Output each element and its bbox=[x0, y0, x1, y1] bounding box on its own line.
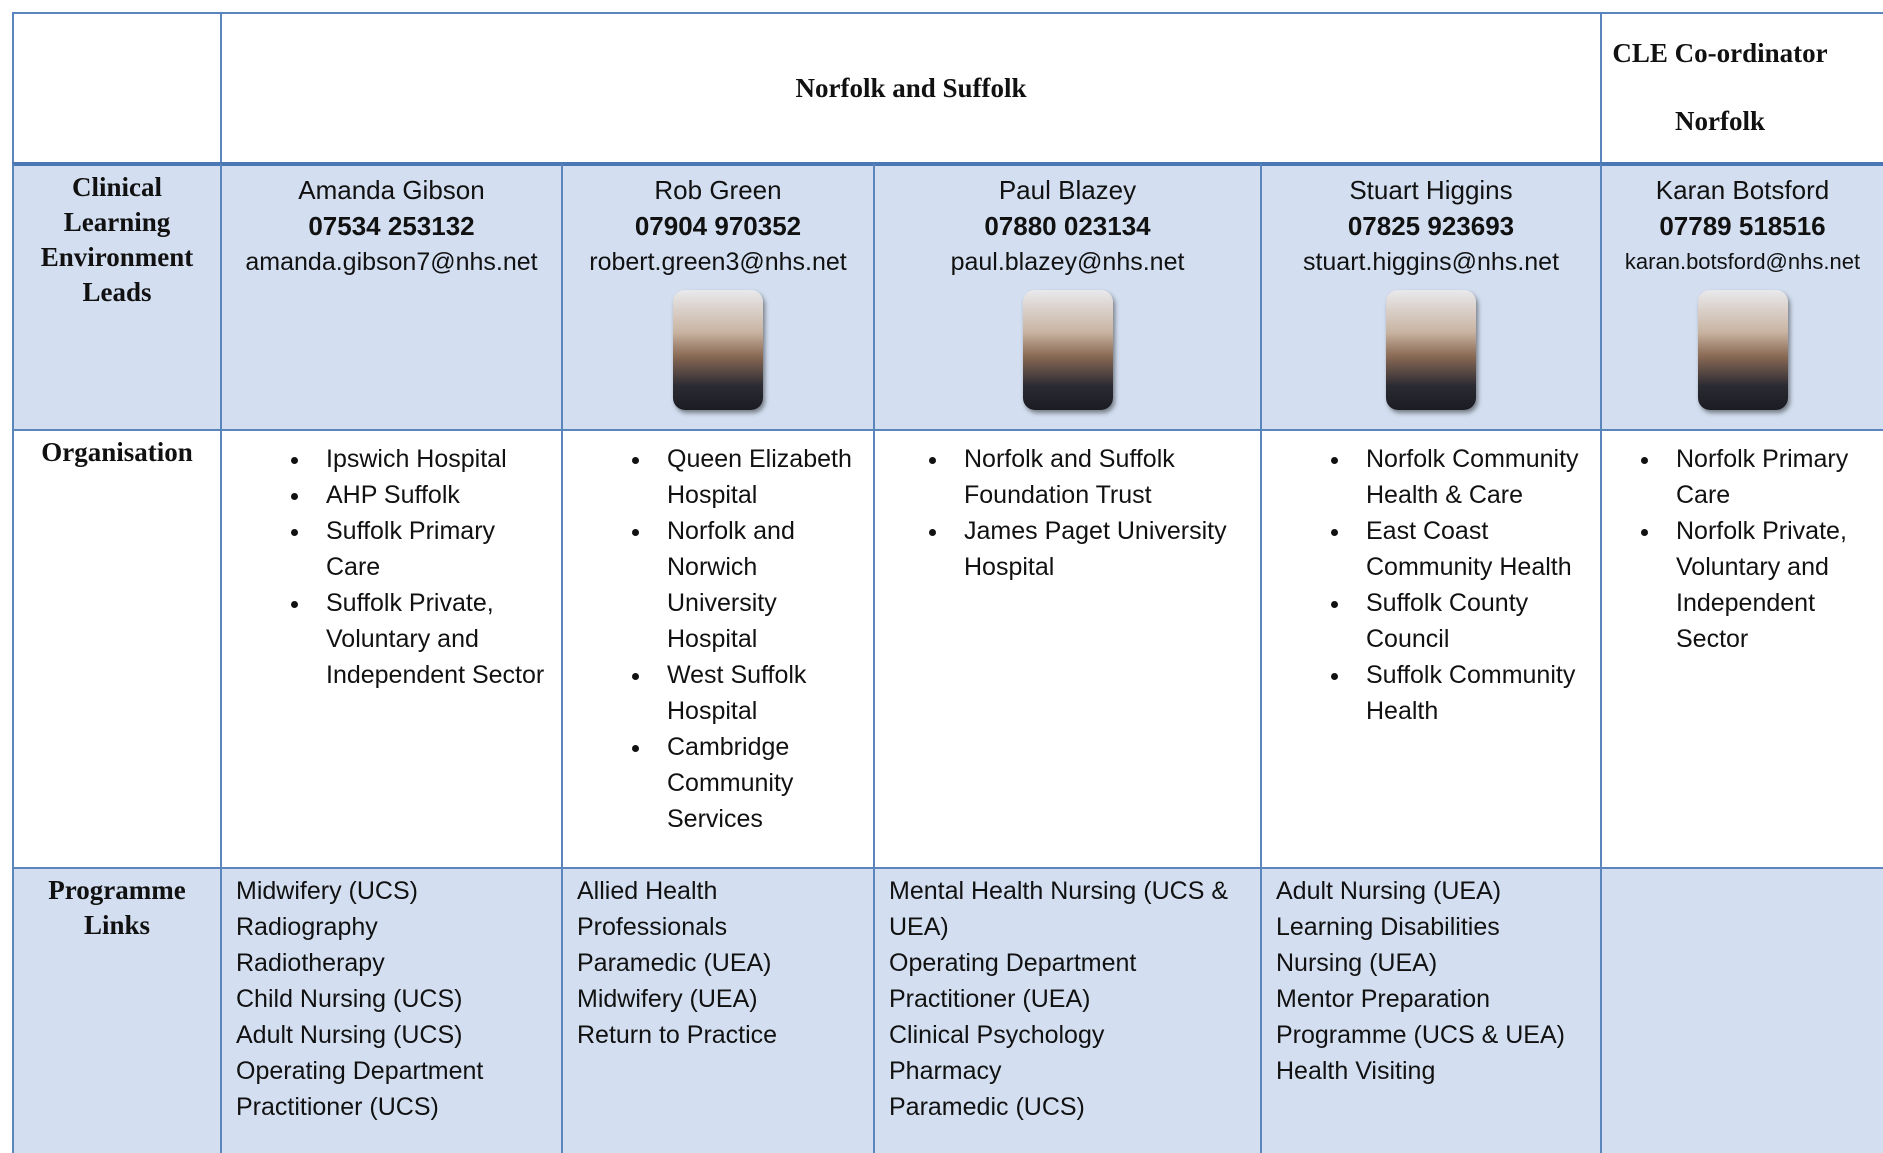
lead-name: Stuart Higgins bbox=[1349, 175, 1513, 205]
coordinator-region: Norfolk bbox=[1675, 106, 1765, 136]
organisation-item: Norfolk and Suffolk Foundation Trust bbox=[950, 441, 1250, 513]
programme-list bbox=[1602, 869, 1883, 873]
organisation-item: Suffolk Community Health bbox=[1352, 657, 1590, 729]
programme-item: Radiography bbox=[236, 913, 378, 941]
lead-email: robert.green3@nhs.net bbox=[589, 248, 847, 276]
lead-email: karan.botsford@nhs.net bbox=[1624, 249, 1861, 274]
organisation-cell: Queen Elizabeth HospitalNorfolk and Norw… bbox=[561, 429, 873, 867]
organisation-item: West Suffolk Hospital bbox=[653, 657, 863, 729]
programme-item: Paramedic (UCS) bbox=[889, 1093, 1085, 1121]
lead-name: Amanda Gibson bbox=[298, 175, 485, 205]
lead-phone: 07789 518516 bbox=[1659, 211, 1826, 241]
programme-list: Mental Health Nursing (UCS & UEA) Operati… bbox=[875, 869, 1260, 1125]
organisation-item: Cambridge Community Services bbox=[653, 729, 863, 837]
coordinator-title: CLE Co-ordinator bbox=[1612, 38, 1828, 68]
lead-cell: Rob Green 07904 970352 robert.green3@nhs.n… bbox=[561, 162, 873, 429]
organisation-item: East Coast Community Health bbox=[1352, 513, 1590, 585]
lead-cell: Stuart Higgins 07825 923693 stuart.higgins… bbox=[1260, 162, 1600, 429]
organisation-item: Ipswich Hospital bbox=[312, 441, 551, 477]
programme-cell bbox=[1600, 867, 1883, 1153]
programme-item: Midwifery (UCS) bbox=[236, 877, 418, 905]
organisation-item: AHP Suffolk bbox=[312, 477, 551, 513]
lead-email: stuart.higgins@nhs.net bbox=[1302, 248, 1560, 276]
row-label: Programme Links bbox=[48, 875, 186, 940]
lead-name: Paul Blazey bbox=[998, 175, 1137, 205]
programme-item: Adult Nursing (UCS) bbox=[236, 1021, 463, 1049]
lead-cell: Karan Botsford 07789 518516 karan.botsford… bbox=[1600, 162, 1883, 429]
lead-photo bbox=[1386, 290, 1476, 410]
lead-photo bbox=[1022, 290, 1113, 410]
organisation-cell: Norfolk Community Health & CareEast Coas… bbox=[1260, 429, 1600, 867]
lead-phone: 07880 023134 bbox=[984, 211, 1151, 241]
programme-item: Child Nursing (UCS) bbox=[236, 985, 463, 1013]
programme-item: Paramedic (UEA) bbox=[577, 949, 772, 977]
organisation-item: Queen Elizabeth Hospital bbox=[653, 441, 863, 513]
organisation-item: Norfolk Primary Care bbox=[1662, 441, 1873, 513]
lead-phone: 07534 253132 bbox=[308, 211, 475, 241]
organisation-cell: Norfolk and Suffolk Foundation TrustJame… bbox=[873, 429, 1260, 867]
organisation-item: Suffolk Primary Care bbox=[312, 513, 551, 585]
organisation-list: Norfolk and Suffolk Foundation TrustJame… bbox=[875, 431, 1260, 585]
corner-cell bbox=[12, 12, 220, 162]
programme-cell: Allied Health Professionals Paramedic (UE… bbox=[561, 867, 873, 1153]
organisation-list: Norfolk Community Health & CareEast Coas… bbox=[1262, 431, 1600, 729]
programme-item: Radiotherapy bbox=[236, 949, 385, 977]
row-label-cell: Organisation bbox=[12, 429, 220, 867]
programme-item: Learning Disabilities Nursing (UEA) bbox=[1276, 913, 1500, 977]
organisation-item: Norfolk Private, Voluntary and Independe… bbox=[1662, 513, 1873, 657]
programme-item: Allied Health Professionals bbox=[577, 877, 728, 941]
organisation-list: Ipswich HospitalAHP SuffolkSuffolk Prima… bbox=[222, 431, 561, 693]
coordinator-header: CLE Co-ordinator Norfolk bbox=[1600, 12, 1883, 162]
row-label: Clinical Learning Environment Leads bbox=[40, 172, 194, 307]
organisation-item: Suffolk County Council bbox=[1352, 585, 1590, 657]
lead-name: Karan Botsford bbox=[1655, 175, 1830, 205]
programme-item: Pharmacy bbox=[889, 1057, 1002, 1085]
programme-item: Mentor Preparation Programme (UCS & UEA) bbox=[1276, 985, 1565, 1049]
programme-item: Mental Health Nursing (UCS & UEA) bbox=[889, 877, 1229, 941]
organisation-cell: Ipswich HospitalAHP SuffolkSuffolk Prima… bbox=[220, 429, 561, 867]
programme-item: Health Visiting bbox=[1276, 1057, 1436, 1085]
header-title: Norfolk and Suffolk bbox=[795, 72, 1027, 103]
programme-item: Clinical Psychology bbox=[889, 1021, 1105, 1049]
programme-cell: Adult Nursing (UEA) Learning Disabilities… bbox=[1260, 867, 1600, 1153]
programme-item: Adult Nursing (UEA) bbox=[1276, 877, 1502, 905]
lead-phone: 07904 970352 bbox=[634, 211, 802, 241]
organisation-item: Norfolk Community Health & Care bbox=[1352, 441, 1590, 513]
organisation-cell: Norfolk Primary CareNorfolk Private, Vol… bbox=[1600, 429, 1883, 867]
organisation-item: James Paget University Hospital bbox=[950, 513, 1250, 585]
lead-photo bbox=[1697, 290, 1788, 410]
lead-photo bbox=[673, 290, 763, 410]
lead-cell: Paul Blazey 07880 023134 paul.blazey@nhs.n… bbox=[873, 162, 1260, 429]
programme-cell: Mental Health Nursing (UCS & UEA) Operati… bbox=[873, 867, 1260, 1153]
programme-list: Midwifery (UCS) Radiography Radiotherapy Ch… bbox=[222, 869, 561, 1125]
programme-item: Operating Department Practitioner (UEA) bbox=[889, 949, 1137, 1013]
header-cell: Norfolk and Suffolk bbox=[220, 12, 1600, 162]
lead-email: paul.blazey@nhs.net bbox=[950, 248, 1185, 276]
row-label-cell: Clinical Learning Environment Leads bbox=[12, 162, 220, 429]
programme-list: Adult Nursing (UEA) Learning Disabilities… bbox=[1262, 869, 1600, 1089]
programme-item: Midwifery (UEA) bbox=[577, 985, 758, 1013]
lead-phone: 07825 923693 bbox=[1347, 211, 1515, 241]
organisation-item: Suffolk Private, Voluntary and Independe… bbox=[312, 585, 551, 693]
programme-cell: Midwifery (UCS) Radiography Radiotherapy Ch… bbox=[220, 867, 561, 1153]
programme-item: Operating Department Practitioner (UCS) bbox=[236, 1057, 484, 1121]
lead-email: amanda.gibson7@nhs.net bbox=[245, 248, 538, 276]
row-label: Organisation bbox=[41, 437, 193, 467]
organisation-list: Queen Elizabeth HospitalNorfolk and Norw… bbox=[563, 431, 873, 837]
lead-cell: Amanda Gibson 07534 253132 amanda.gibson7@… bbox=[220, 162, 561, 429]
organisation-item: Norfolk and Norwich University Hospital bbox=[653, 513, 863, 657]
programme-list: Allied Health Professionals Paramedic (UE… bbox=[563, 869, 873, 1053]
lead-name: Rob Green bbox=[654, 175, 782, 205]
organisation-list: Norfolk Primary CareNorfolk Private, Vol… bbox=[1602, 431, 1883, 657]
row-label-cell: Programme Links bbox=[12, 867, 220, 1153]
programme-item: Return to Practice bbox=[577, 1021, 778, 1049]
